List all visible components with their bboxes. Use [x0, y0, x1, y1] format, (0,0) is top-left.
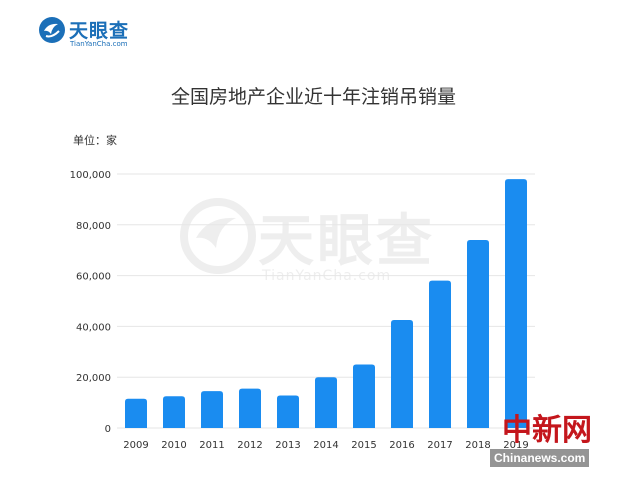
y-tick-label: 60,000 [76, 272, 111, 283]
x-tick-label: 2017 [427, 440, 452, 451]
x-tick-label: 2009 [123, 440, 148, 451]
bar [391, 320, 413, 428]
x-tick-label: 2010 [161, 440, 186, 451]
bar [239, 388, 261, 428]
tianyancha-logo: 天眼查 TianYanCha.com [38, 14, 148, 50]
bar [277, 395, 299, 428]
y-tick-label: 20,000 [76, 373, 111, 384]
bar [163, 396, 185, 428]
x-tick-label: 2013 [275, 440, 300, 451]
logo-domain: TianYanCha.com [70, 40, 128, 48]
chart-title: 全国房地产企业近十年注销吊销量 [170, 86, 456, 108]
bar [125, 398, 147, 428]
logo-name: 天眼查 [69, 20, 130, 42]
y-tick-label: 40,000 [76, 322, 111, 333]
chinanews-stamp: 中新网 Chinanews.com [490, 405, 620, 473]
x-tick-label: 2016 [389, 440, 414, 451]
stamp-name: 中新网 [502, 413, 592, 448]
x-tick-label: 2019 [503, 440, 528, 451]
bar [353, 364, 375, 428]
bar [505, 179, 527, 428]
bar [429, 280, 451, 428]
y-tick-label: 80,000 [76, 221, 111, 232]
tianyancha-logo-icon [39, 17, 65, 43]
bar [201, 391, 223, 428]
x-tick-label: 2015 [351, 440, 376, 451]
bar [315, 377, 337, 428]
x-tick-label: 2012 [237, 440, 262, 451]
x-tick-label: 2014 [313, 440, 338, 451]
y-tick-label: 100,000 [70, 170, 111, 181]
y-tick-label: 0 [105, 424, 111, 435]
x-tick-label: 2018 [465, 440, 490, 451]
unit-label: 单位：家 [73, 134, 117, 147]
stamp-url: Chinanews.com [490, 449, 590, 467]
bar [467, 240, 489, 428]
x-tick-label: 2011 [199, 440, 224, 451]
